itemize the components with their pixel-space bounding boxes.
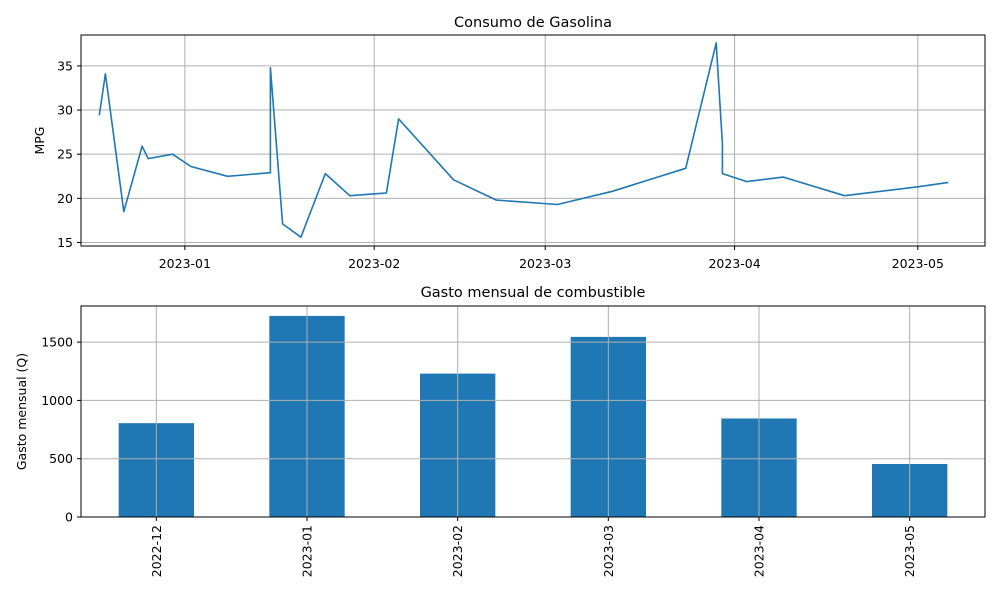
mpg-x-tick-label: 2023-04 bbox=[708, 256, 760, 271]
spend-y-tick-label: 1500 bbox=[41, 335, 73, 350]
mpg-chart-ticks: 2023-01 2023-02 2023-03 2023-04 2023-05 15 20 2… bbox=[57, 58, 944, 271]
mpg-y-tick-label: 20 bbox=[57, 191, 73, 206]
spend-y-tick-label: 1000 bbox=[41, 393, 73, 408]
mpg-y-tick-label: 25 bbox=[57, 147, 73, 162]
mpg-series-line bbox=[98, 42, 949, 238]
spend-chart-frame bbox=[80, 305, 986, 518]
mpg-y-tick-label: 35 bbox=[57, 58, 73, 73]
mpg-chart-grid bbox=[81, 35, 985, 246]
spend-x-tick-label: 2023-03 bbox=[601, 525, 616, 577]
mpg-x-tick-label: 2023-01 bbox=[159, 256, 211, 271]
spend-y-axis-label: Gasto mensual (Q) bbox=[14, 353, 29, 470]
mpg-chart-title: Consumo de Gasolina bbox=[454, 15, 612, 31]
spend-y-tick-label: 500 bbox=[49, 451, 73, 466]
spend-x-tick-label: 2023-02 bbox=[450, 525, 465, 577]
spend-x-tick-label: 2023-01 bbox=[300, 525, 315, 577]
mpg-line-chart: Consumo de Gasolina 2023-01 2023-02 2023-0… bbox=[32, 15, 986, 271]
mpg-y-axis-label: MPG bbox=[32, 126, 47, 154]
spend-chart-ticks: 2022-12 2023-01 2023-02 2023-03 2023-04 2023-… bbox=[41, 335, 917, 578]
mpg-chart-frame bbox=[80, 34, 986, 247]
mpg-x-tick-label: 2023-02 bbox=[348, 256, 400, 271]
mpg-y-tick-label: 15 bbox=[57, 235, 73, 250]
mpg-x-tick-label: 2023-05 bbox=[892, 256, 944, 271]
spend-y-tick-label: 0 bbox=[65, 510, 73, 525]
mpg-x-tick-label: 2023-03 bbox=[519, 256, 571, 271]
spend-x-tick-label: 2023-04 bbox=[752, 525, 767, 577]
fuel-spend-bar-chart: Gasto mensual de combustible 2022-12 2023… bbox=[14, 285, 986, 578]
spend-bars bbox=[118, 315, 948, 517]
spend-chart-title: Gasto mensual de combustible bbox=[421, 285, 646, 301]
mpg-y-tick-label: 30 bbox=[57, 103, 73, 118]
spend-x-tick-label: 2022-12 bbox=[149, 525, 164, 577]
spend-chart-grid bbox=[81, 306, 985, 518]
spend-x-tick-label: 2023-05 bbox=[902, 525, 917, 577]
